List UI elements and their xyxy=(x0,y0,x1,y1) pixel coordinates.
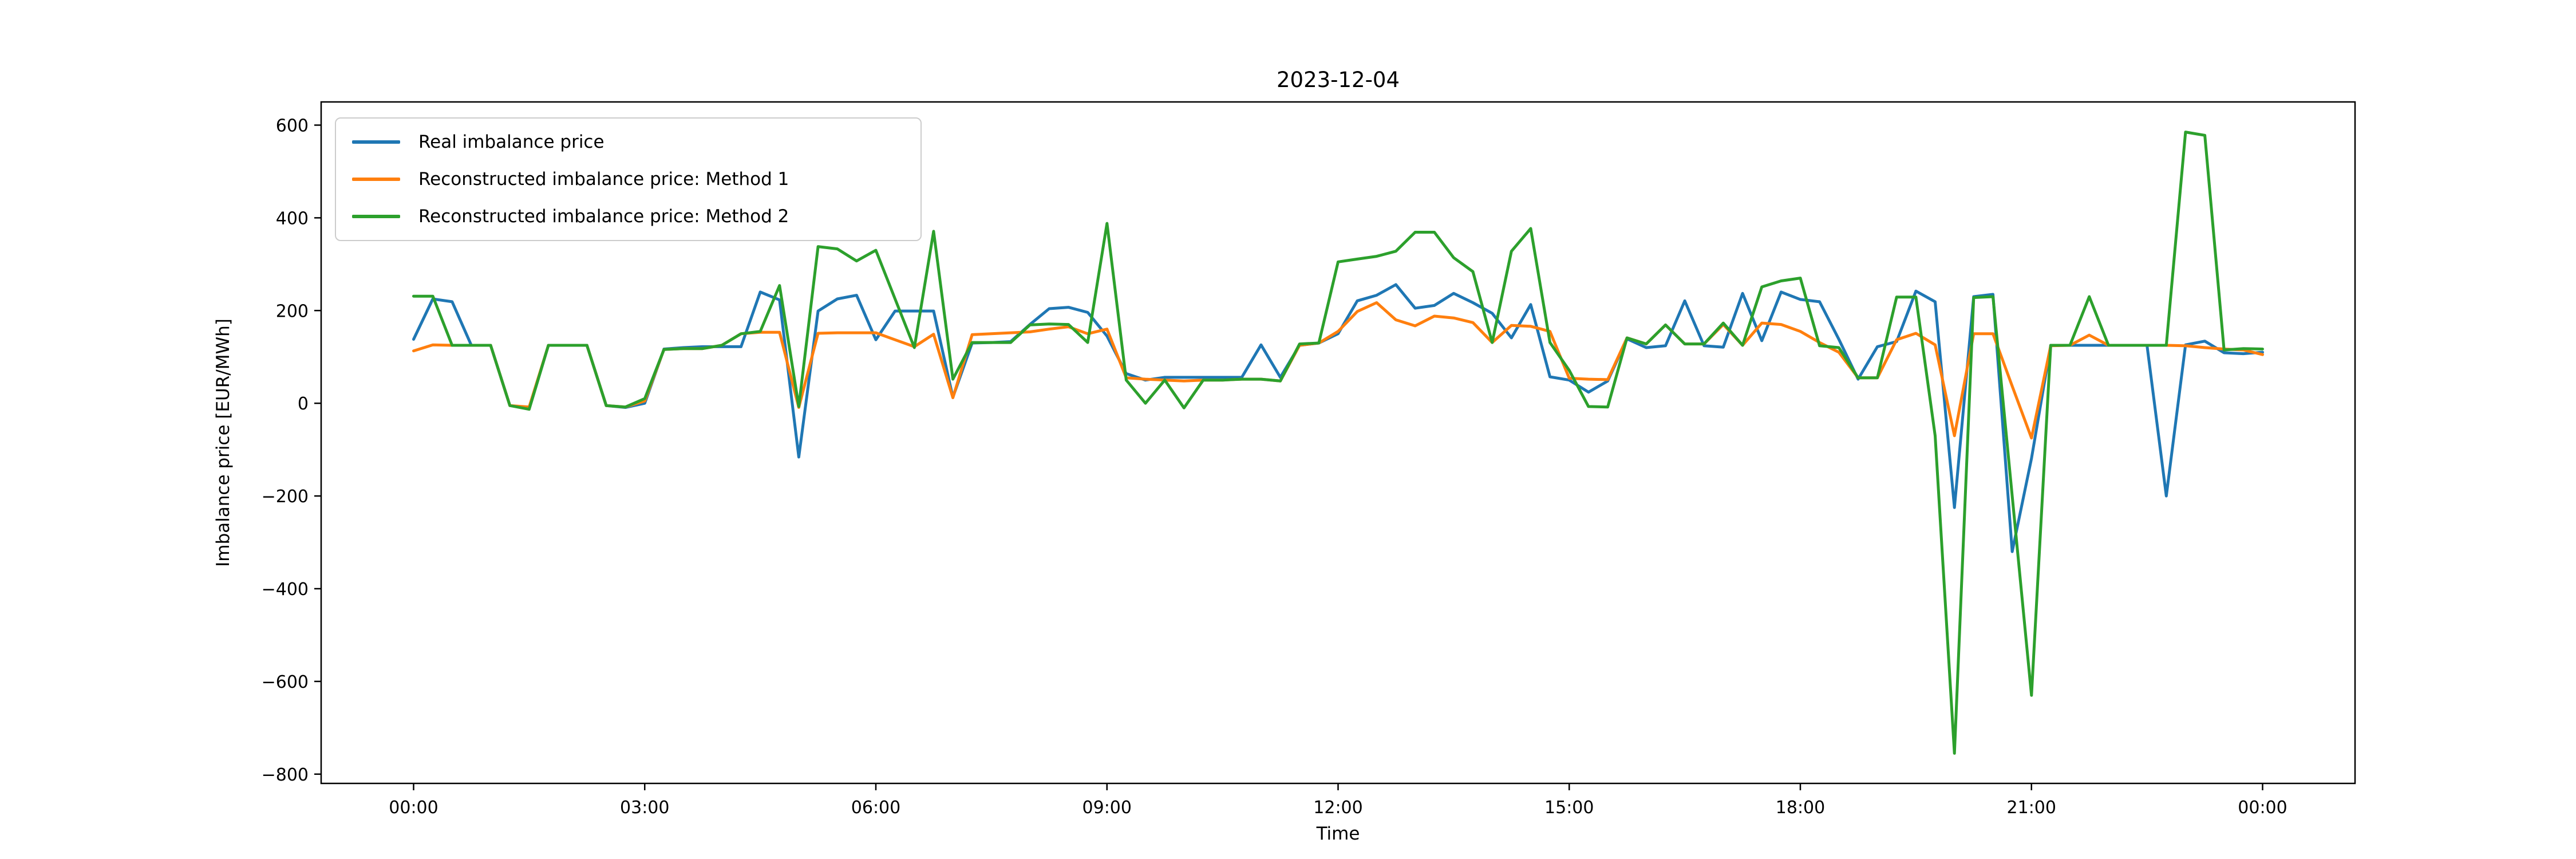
legend-label: Reconstructed imbalance price: Method 1 xyxy=(418,168,789,190)
legend-label: Real imbalance price xyxy=(418,131,605,152)
y-tick-label: 400 xyxy=(276,208,309,228)
series-line-real-imbalance-price xyxy=(412,283,2264,553)
x-tick-label: 15:00 xyxy=(1544,798,1594,818)
legend-line-swatch-blue xyxy=(352,140,400,144)
y-tick-label: −200 xyxy=(262,487,309,507)
y-tick-label: 600 xyxy=(276,116,309,136)
chart-title: 2023-12-04 xyxy=(1276,68,1400,92)
x-tick-label: 12:00 xyxy=(1313,798,1362,818)
y-tick-label: 200 xyxy=(276,301,309,321)
y-tick-label: −600 xyxy=(262,672,309,692)
legend-item-reconstructed-method-2: Reconstructed imbalance price: Method 2 xyxy=(336,206,920,227)
y-tick-label: 0 xyxy=(298,394,309,414)
x-tick-label: 18:00 xyxy=(1776,798,1825,818)
x-tick-label: 00:00 xyxy=(389,798,438,818)
series-line-reconstructed-imbalance-price-method-2 xyxy=(412,131,2264,755)
legend-label: Reconstructed imbalance price: Method 2 xyxy=(418,206,789,227)
series-line-reconstructed-imbalance-price-method-1 xyxy=(412,301,2264,440)
y-tick-label: −400 xyxy=(262,580,309,600)
legend-item-reconstructed-method-1: Reconstructed imbalance price: Method 1 xyxy=(336,169,920,190)
x-tick-label: 03:00 xyxy=(620,798,669,818)
legend-item-real-imbalance-price: Real imbalance price xyxy=(336,132,920,152)
x-tick-label: 00:00 xyxy=(2238,798,2287,818)
y-tick-label: −800 xyxy=(262,765,309,785)
x-tick-label: 06:00 xyxy=(851,798,900,818)
x-axis-label: Time xyxy=(1316,823,1360,844)
x-tick-label: 21:00 xyxy=(2007,798,2056,818)
legend: Real imbalance price Reconstructed imbal… xyxy=(335,117,922,241)
legend-line-swatch-orange xyxy=(352,177,400,181)
x-tick-label: 09:00 xyxy=(1082,798,1132,818)
legend-line-swatch-green xyxy=(352,215,400,219)
